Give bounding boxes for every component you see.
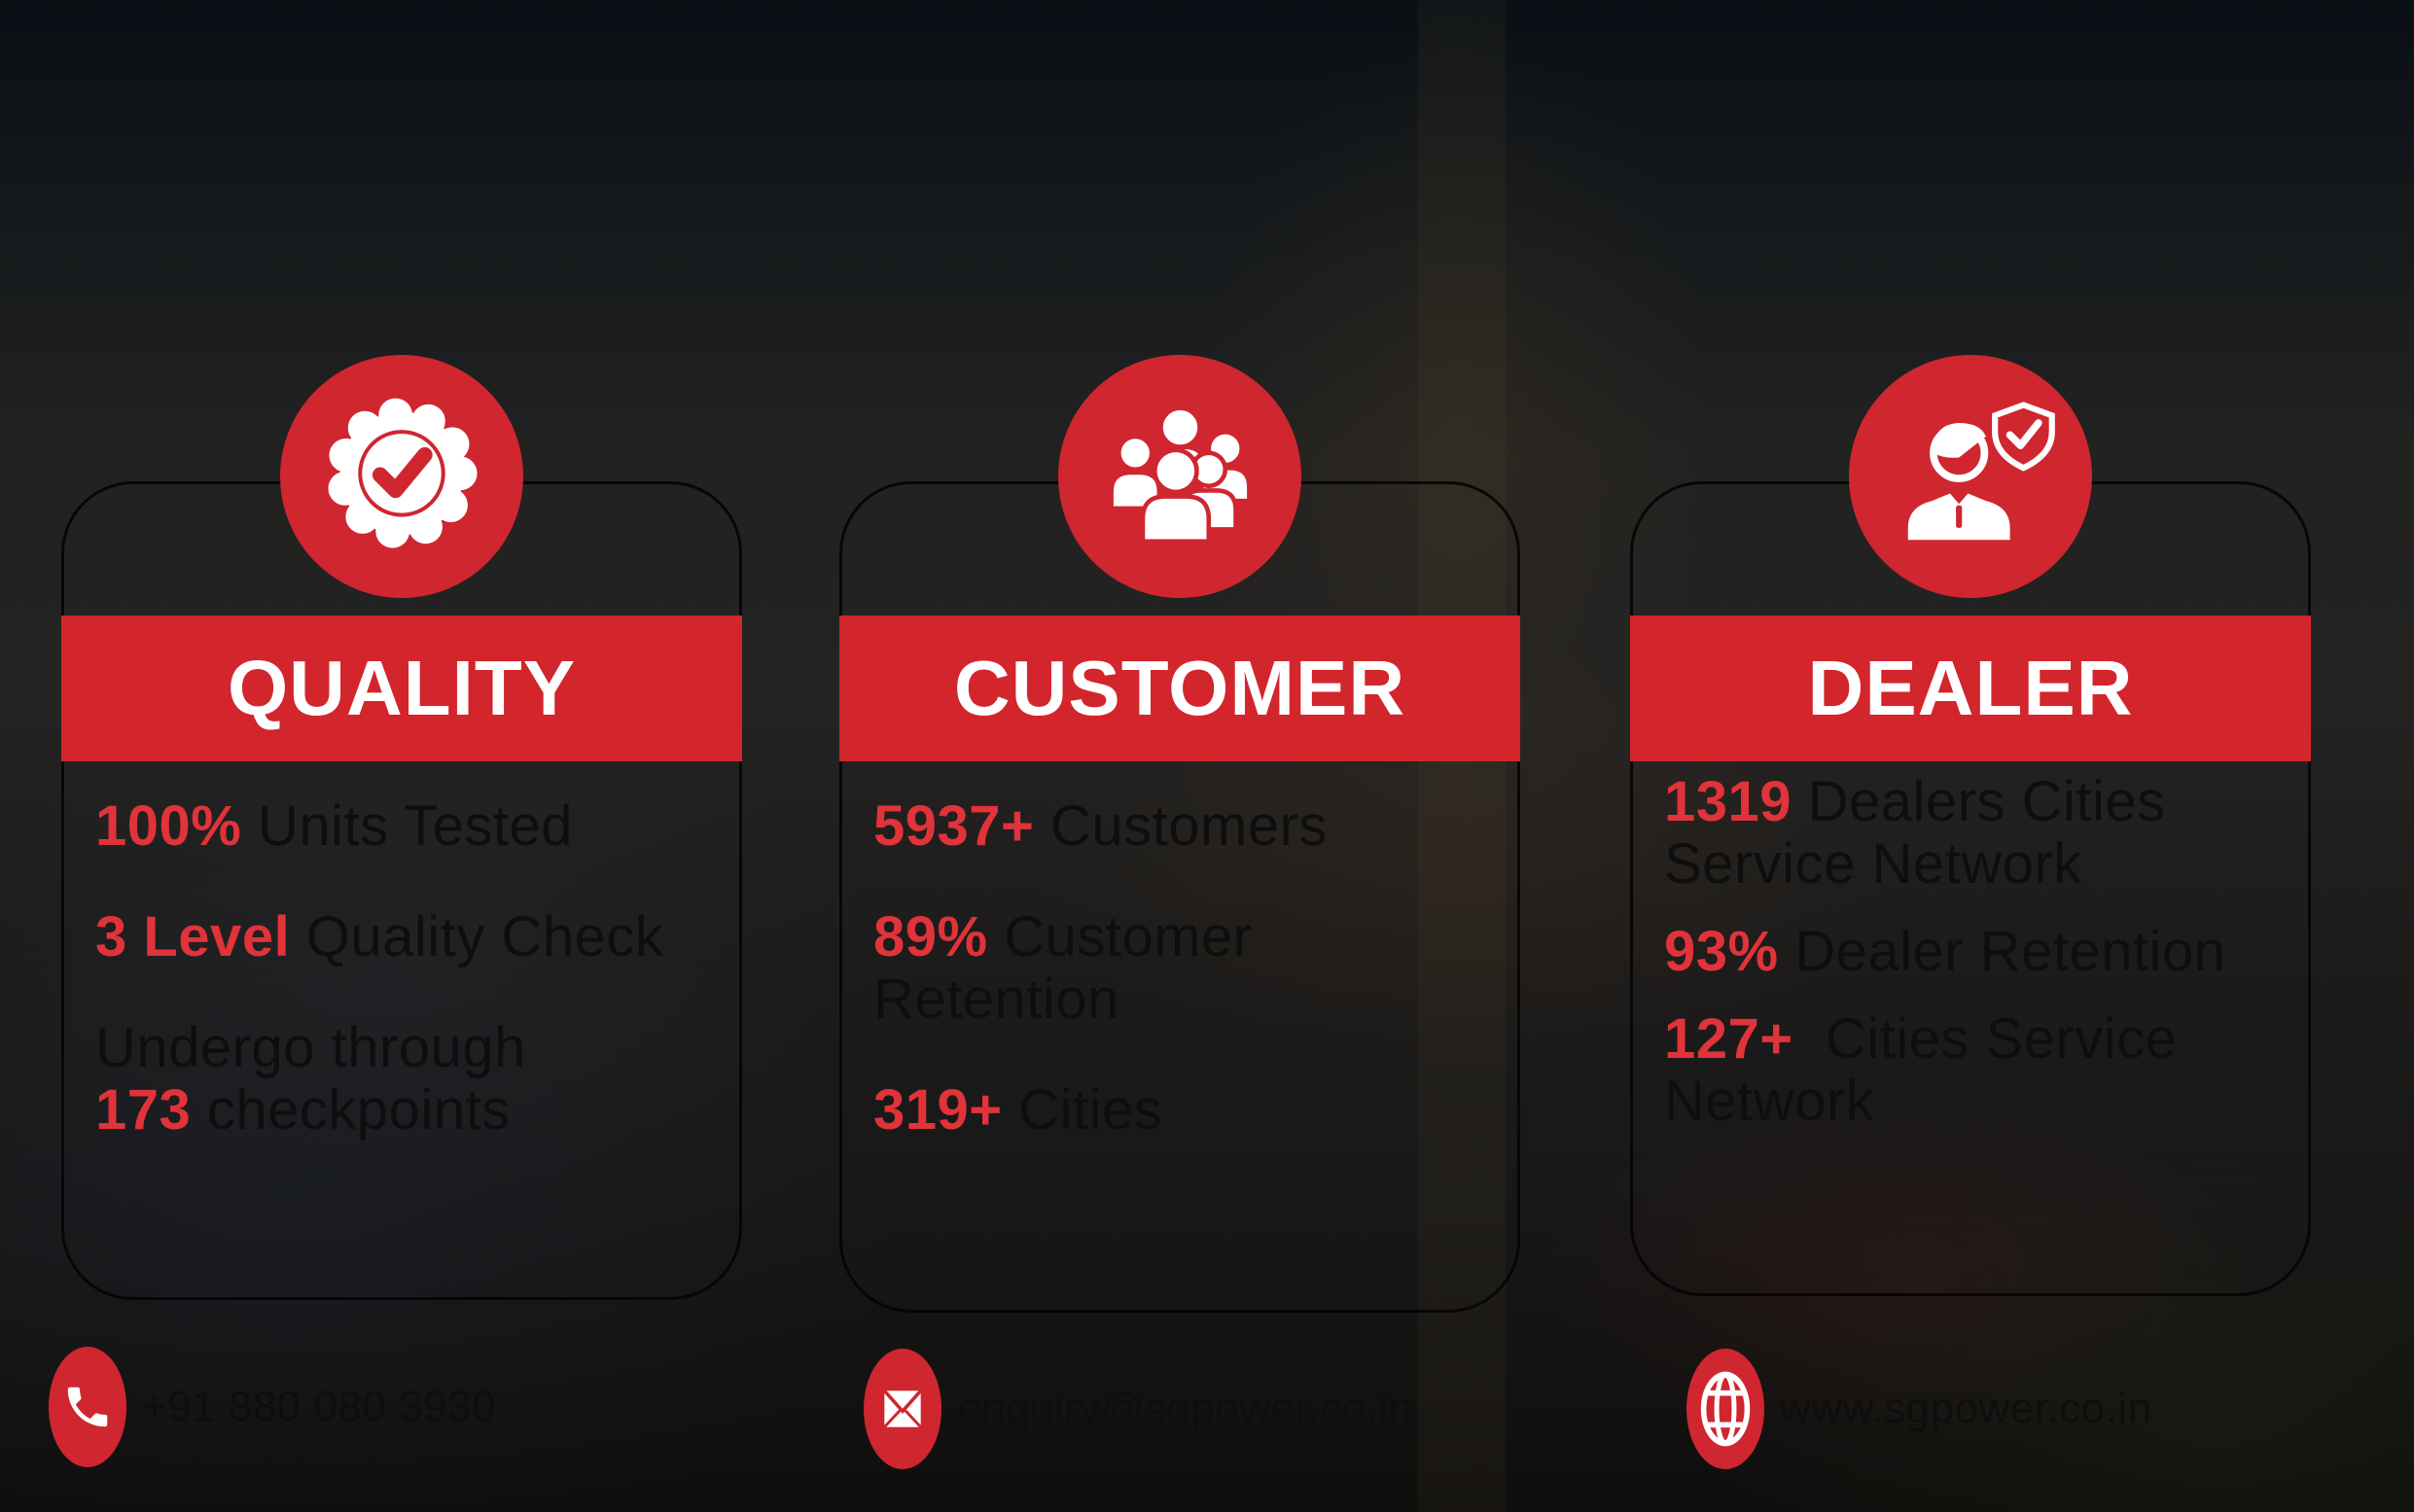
- stat-text: Undergo through: [95, 1016, 526, 1079]
- stat-line: 5937+ Customers: [873, 795, 1494, 858]
- stat-line: 173 checkpoints: [95, 1079, 716, 1142]
- phone-number[interactable]: +91 880 080 3930: [142, 1383, 497, 1430]
- stat-value: 100%: [95, 794, 242, 858]
- stat-line: Network: [1664, 1071, 2285, 1133]
- globe-glyph: [1700, 1371, 1751, 1447]
- stat-line: 3 Level Quality Check: [95, 906, 716, 968]
- stat-value: 89%: [873, 905, 988, 968]
- stat-text: Cities Service: [1793, 1007, 2178, 1071]
- stat-text: Network: [1664, 1070, 1875, 1133]
- stat-value: 93%: [1664, 920, 1779, 983]
- stat-line: 127+ Cities Service: [1664, 1008, 2285, 1071]
- stat-text: Retention: [873, 967, 1119, 1031]
- stat-text: Customers: [1034, 794, 1328, 858]
- stat-line: Service Network: [1664, 833, 2285, 896]
- stat-value: 127+: [1664, 1007, 1793, 1071]
- stat-value: 3 Level: [95, 905, 291, 968]
- stat-text: Customer: [987, 905, 1253, 968]
- email-address[interactable]: enquiry@sgpower.co.in: [957, 1385, 1413, 1432]
- email-icon: [864, 1349, 941, 1469]
- stat-text: Quality Check: [290, 905, 664, 968]
- stat-value: 5937+: [873, 794, 1035, 858]
- website-url[interactable]: www.sgpower.co.in: [1780, 1385, 2152, 1432]
- card-title: QUALITY: [227, 645, 577, 731]
- contact-phone[interactable]: +91 880 080 3930: [49, 1347, 496, 1467]
- card-quality: QUALITY 100% Units Tested 3 Level Quality…: [61, 355, 742, 1300]
- stats-list: 100% Units Tested 3 Level Quality Check Un…: [95, 795, 716, 1142]
- globe-icon: [1686, 1349, 1764, 1469]
- stat-text: checkpoints: [191, 1078, 511, 1142]
- stats-list: 1319 Dealers Cities Service Network 93% De…: [1664, 771, 2285, 1133]
- stat-text: Dealer Retention: [1778, 920, 2226, 983]
- envelope-glyph: [883, 1389, 922, 1428]
- stat-value: 1319: [1664, 770, 1793, 833]
- stat-line: 1319 Dealers Cities: [1664, 771, 2285, 833]
- customers-group-icon: [1058, 355, 1301, 598]
- contact-website[interactable]: www.sgpower.co.in: [1686, 1349, 2152, 1469]
- phone-handset-glyph: [67, 1387, 108, 1427]
- stat-value: 173: [95, 1078, 192, 1142]
- card-title: CUSTOMER: [953, 645, 1406, 731]
- stat-text: Dealers Cities: [1792, 770, 2166, 833]
- stat-line: 100% Units Tested: [95, 795, 716, 858]
- card-banner: QUALITY: [61, 615, 742, 761]
- dealer-shield-icon: [1849, 355, 2092, 598]
- card-customer: CUSTOMER 5937+ Customers 89% Customer Rete…: [839, 355, 1520, 1313]
- stat-text: Units Tested: [241, 794, 574, 858]
- stat-text: Service Network: [1664, 832, 2082, 896]
- quality-badge-icon: [280, 355, 523, 598]
- stat-line: Undergo through: [95, 1017, 716, 1079]
- stat-line: 93% Dealer Retention: [1664, 921, 2285, 983]
- stats-list: 5937+ Customers 89% Customer Retention 319+…: [873, 795, 1494, 1142]
- card-banner: DEALER: [1630, 615, 2311, 761]
- person-with-shield-check-icon: [1907, 401, 2055, 540]
- stat-value: 319+: [873, 1078, 1003, 1142]
- stat-line: 89% Customer: [873, 906, 1494, 968]
- quality-badge-seal-check-icon: [328, 398, 478, 548]
- phone-icon: [49, 1347, 126, 1467]
- people-group-icon: [1108, 404, 1252, 544]
- stat-line: 319+ Cities: [873, 1079, 1494, 1142]
- card-title: DEALER: [1807, 645, 2134, 731]
- card-banner: CUSTOMER: [839, 615, 1520, 761]
- stat-line: Retention: [873, 968, 1494, 1031]
- card-dealer: DEALER 1319 Dealers Cities Service Networ…: [1630, 355, 2311, 1296]
- contact-email[interactable]: enquiry@sgpower.co.in: [864, 1349, 1413, 1469]
- stat-text: Cities: [1002, 1078, 1163, 1142]
